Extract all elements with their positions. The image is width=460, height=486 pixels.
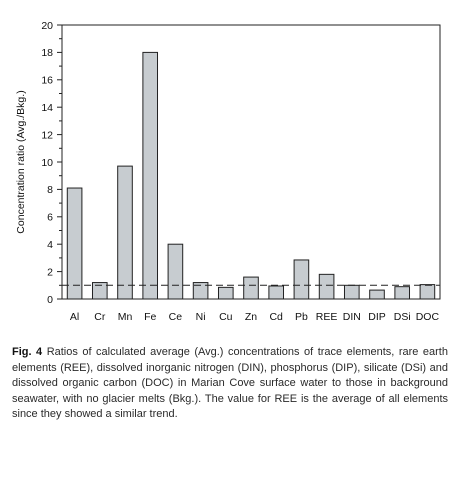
bar-dsi xyxy=(394,286,411,300)
x-tick-label: Al xyxy=(70,311,79,323)
bar-doc xyxy=(419,284,436,300)
y-tick-label: 10 xyxy=(41,157,53,169)
y-tick-label: 14 xyxy=(41,102,53,114)
x-tick-label: Zn xyxy=(245,311,257,323)
bar-ree xyxy=(318,273,335,300)
chart: 0 2 4 6 8 10 12 14 16 18 20 Al Cr Mn Fe Ce Ni Cu Zn Cd Pb RE… xyxy=(15,20,441,323)
y-tick-label: 8 xyxy=(47,184,53,196)
x-tick-label: Ce xyxy=(169,311,183,323)
bar-ce xyxy=(167,243,184,300)
x-tick-label: DSi xyxy=(394,311,411,323)
x-tick-label: Cu xyxy=(219,311,233,323)
bar-zn xyxy=(243,276,259,300)
figure-caption: Fig. 4 Ratios of calculated average (Avg… xyxy=(12,345,448,423)
x-tick-label: DIP xyxy=(368,311,386,323)
y-tick-label: 4 xyxy=(47,239,53,251)
y-tick-label: 2 xyxy=(47,266,53,278)
y-tick-label: 0 xyxy=(47,294,53,306)
caption-text: Ratios of calculated average (Avg.) conc… xyxy=(12,346,448,421)
bar-chart: 0 2 4 6 8 10 12 14 16 18 20 Al Cr Mn Fe Ce Ni Cu Zn Cd Pb RE… xyxy=(15,20,441,323)
y-tick-label: 18 xyxy=(41,47,53,59)
bar-din xyxy=(343,284,360,300)
x-tick-label: REE xyxy=(316,311,338,323)
y-axis: 0 2 4 6 8 10 12 14 16 18 20 xyxy=(41,20,62,306)
x-tick-label: Mn xyxy=(118,311,133,323)
bar-cd xyxy=(268,285,285,300)
x-tick-label: Cd xyxy=(269,311,283,323)
bar-mn xyxy=(117,165,133,300)
x-tick-label: DIN xyxy=(343,311,361,323)
x-tick-label: Ni xyxy=(196,311,206,323)
bar-series xyxy=(66,51,436,300)
y-tick-label: 6 xyxy=(47,212,53,224)
x-tick-label: Cr xyxy=(94,311,106,323)
plot-frame xyxy=(61,24,441,300)
x-tick-label: Fe xyxy=(144,311,156,323)
y-axis-title: Concentration ratio (Avg./Bkg.) xyxy=(15,90,27,233)
bar-dip xyxy=(369,289,385,300)
y-tick-label: 16 xyxy=(41,75,53,87)
y-tick-label: 20 xyxy=(41,20,53,32)
x-tick-label: DOC xyxy=(416,311,440,323)
y-tick-label: 12 xyxy=(41,129,53,141)
x-tick-label: Pb xyxy=(295,311,308,323)
x-axis: Al Cr Mn Fe Ce Ni Cu Zn Cd Pb REE DIN DIP DSi DOC xyxy=(70,311,440,323)
bar-fe xyxy=(142,51,159,300)
figure-label: Fig. 4 xyxy=(12,346,43,358)
bar-cu xyxy=(217,286,234,300)
bar-pb xyxy=(293,259,310,300)
bar-al xyxy=(66,187,83,300)
